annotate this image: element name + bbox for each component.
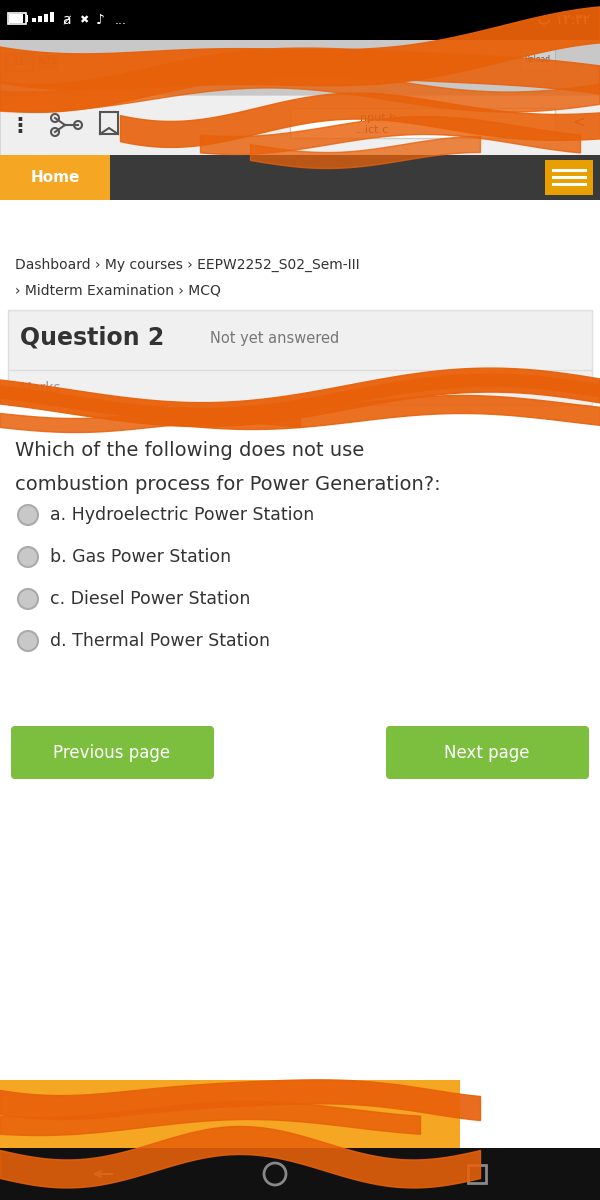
Text: ♪: ♪	[95, 13, 104, 26]
Bar	[50, 12, 54, 22]
Bar	[9, 14, 23, 23]
FancyBboxPatch shape	[11, 726, 214, 779]
Circle shape	[18, 589, 38, 608]
Circle shape	[18, 505, 38, 526]
Text: ...ict.c: ...ict.c	[355, 125, 389, 134]
Text: Previous page: Previous page	[53, 744, 170, 762]
Bar	[0, 0, 600, 40]
Text: پ ۱۲:۳۲: پ ۱۲:۳۲	[538, 13, 590, 26]
Bar	[8, 13, 26, 24]
FancyBboxPatch shape	[386, 726, 589, 779]
Bar	[26, 14, 28, 22]
Bar	[100, 112, 118, 134]
Text: %71: %71	[38, 58, 58, 66]
Bar	[32, 18, 36, 22]
Text: combustion process for Power Generation?:: combustion process for Power Generation?…	[15, 475, 440, 494]
Text: Question 2: Question 2	[20, 326, 164, 350]
Text: ✖: ✖	[79, 14, 89, 25]
Bar	[0, 95, 600, 155]
Text: c. Diesel Power Station: c. Diesel Power Station	[50, 590, 250, 608]
Bar	[520, 48, 555, 70]
Text: Home: Home	[31, 169, 80, 185]
Text: Which of the following does not use: Which of the following does not use	[15, 440, 364, 460]
Circle shape	[18, 631, 38, 650]
Bar	[5, 53, 33, 71]
Text: ...: ...	[115, 13, 127, 26]
Text: 11: 11	[13, 56, 25, 67]
Text: ⱥ: ⱥ	[62, 13, 71, 26]
Bar	[290, 108, 555, 138]
Bar	[0, 1148, 600, 1200]
Text: Dashboard › My courses › EEPW2252_S02_Sem-III: Dashboard › My courses › EEPW2252_S02_Se…	[15, 258, 359, 272]
Text: b. Gas Power Station: b. Gas Power Station	[50, 548, 231, 566]
Text: <: <	[572, 114, 585, 130]
Bar	[38, 16, 42, 22]
Text: Not yet answered: Not yet answered	[210, 330, 339, 346]
Text: › Midterm Examination › MCQ: › Midterm Examination › MCQ	[15, 283, 221, 296]
Text: a. Hydroelectric Power Station: a. Hydroelectric Power Station	[50, 506, 314, 524]
Bar	[44, 14, 48, 22]
Bar	[0, 155, 600, 200]
Bar	[0, 1080, 460, 1150]
Bar	[0, 155, 110, 200]
Bar	[0, 40, 600, 95]
Bar	[8, 310, 592, 404]
Text: d. Thermal Power Station: d. Thermal Power Station	[50, 632, 270, 650]
Bar	[0, 95, 600, 155]
Bar	[38, 55, 58, 68]
Bar	[545, 160, 593, 194]
Circle shape	[18, 547, 38, 566]
Bar	[468, 1165, 486, 1183]
Text: Marks: Marks	[20, 382, 62, 395]
Text: nput b: nput b	[360, 113, 396, 122]
Text: Next page: Next page	[444, 744, 530, 762]
Text: Reload: Reload	[524, 54, 550, 64]
Text: ⋮: ⋮	[10, 115, 31, 134]
